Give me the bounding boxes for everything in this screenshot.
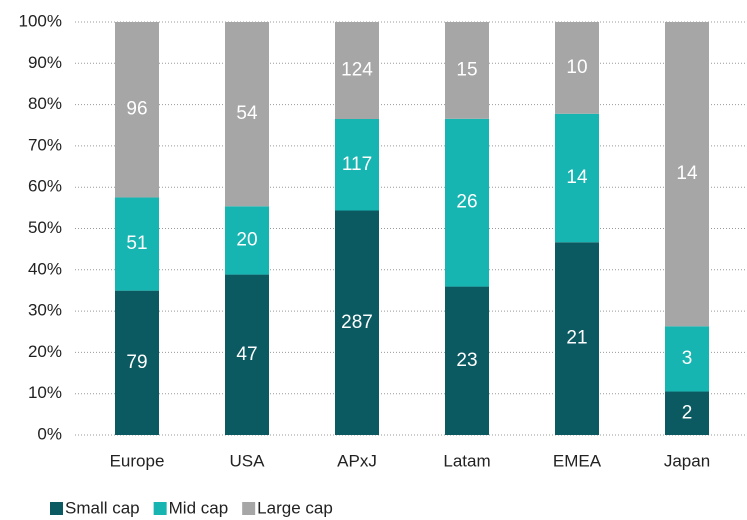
value-label: 14 bbox=[676, 163, 698, 184]
bar-segment bbox=[555, 22, 599, 114]
y-tick-label: 30% bbox=[28, 301, 62, 320]
legend-swatch bbox=[50, 502, 63, 515]
x-tick-label: Latam bbox=[443, 451, 490, 470]
value-label: 47 bbox=[236, 344, 257, 365]
value-label: 96 bbox=[126, 99, 147, 120]
x-tick-label: Europe bbox=[110, 451, 165, 470]
bar-segment bbox=[115, 290, 159, 435]
bar-segment bbox=[445, 286, 489, 435]
value-label: 15 bbox=[456, 59, 477, 80]
legend-label: Mid cap bbox=[169, 498, 229, 517]
value-label: 79 bbox=[126, 352, 147, 373]
y-tick-label: 100% bbox=[19, 11, 62, 30]
bar-segment bbox=[225, 274, 269, 435]
x-tick-label: USA bbox=[230, 451, 266, 470]
x-tick-label: APxJ bbox=[337, 451, 377, 470]
bar-segment bbox=[665, 22, 709, 327]
y-tick-label: 10% bbox=[28, 383, 62, 402]
y-tick-label: 80% bbox=[28, 94, 62, 113]
legend-swatch bbox=[242, 502, 256, 515]
bar-segment bbox=[555, 113, 599, 243]
y-tick-label: 20% bbox=[28, 342, 62, 361]
value-label: 51 bbox=[126, 233, 147, 254]
bar-segment bbox=[225, 206, 269, 275]
bar-segment bbox=[115, 22, 159, 198]
y-tick-label: 0% bbox=[37, 424, 62, 443]
legend-label: Small cap bbox=[65, 498, 140, 517]
value-label: 23 bbox=[456, 350, 477, 371]
y-tick-label: 90% bbox=[28, 53, 62, 72]
x-tick-label: Japan bbox=[664, 451, 710, 470]
value-label: 21 bbox=[566, 328, 587, 349]
bar-segment bbox=[665, 326, 709, 392]
value-label: 117 bbox=[342, 154, 372, 175]
y-tick-label: 40% bbox=[28, 259, 62, 278]
legend-label: Large cap bbox=[257, 498, 333, 517]
value-label: 2 bbox=[682, 402, 693, 423]
value-label: 3 bbox=[682, 348, 693, 369]
bar-segment bbox=[335, 118, 379, 211]
value-label: 287 bbox=[341, 312, 373, 333]
x-tick-label: EMEA bbox=[553, 451, 602, 470]
bar-segment bbox=[555, 242, 599, 435]
y-tick-label: 60% bbox=[28, 177, 62, 196]
bar-segment bbox=[665, 391, 709, 435]
bar-segment bbox=[335, 210, 379, 435]
bar-segment bbox=[115, 197, 159, 291]
value-label: 54 bbox=[236, 103, 258, 124]
bar-segment bbox=[335, 22, 379, 119]
bar-segment bbox=[445, 22, 489, 119]
legend-swatch bbox=[153, 502, 167, 515]
y-tick-label: 50% bbox=[28, 218, 62, 237]
bar-segment bbox=[445, 118, 489, 287]
y-tick-label: 70% bbox=[28, 135, 62, 154]
value-label: 124 bbox=[341, 60, 373, 81]
value-label: 10 bbox=[566, 57, 587, 78]
value-label: 26 bbox=[456, 192, 477, 213]
value-label: 20 bbox=[236, 229, 257, 250]
value-label: 14 bbox=[566, 167, 588, 188]
bar-segment bbox=[225, 22, 269, 207]
